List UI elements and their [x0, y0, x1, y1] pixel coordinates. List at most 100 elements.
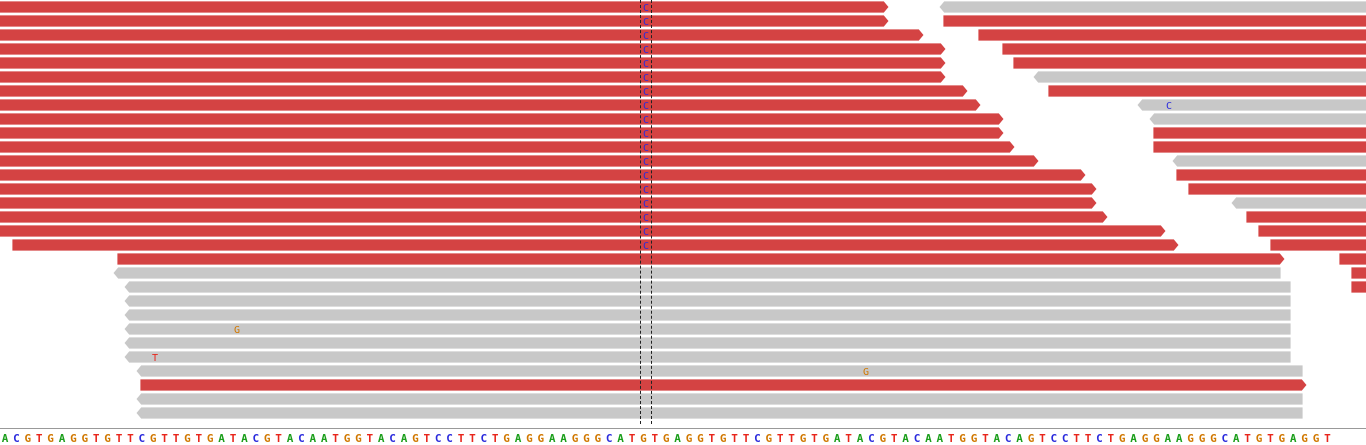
- read-forward[interactable]: [1350, 266, 1366, 280]
- reference-base: T: [469, 432, 476, 445]
- read-forward[interactable]: [1350, 280, 1366, 294]
- reference-base: T: [93, 432, 100, 445]
- read-reverse[interactable]: [123, 336, 1292, 350]
- reference-base: T: [811, 432, 818, 445]
- read-forward[interactable]: [0, 224, 1167, 238]
- reference-base: A: [834, 432, 841, 445]
- read-forward[interactable]: [139, 378, 1308, 392]
- reference-base: T: [195, 432, 202, 445]
- read-reverse[interactable]: [112, 266, 1282, 280]
- read-reverse[interactable]: [1230, 196, 1366, 210]
- read-forward[interactable]: [0, 28, 925, 42]
- read-forward[interactable]: [0, 196, 1098, 210]
- read-forward[interactable]: [1338, 252, 1366, 266]
- reference-base: G: [537, 432, 544, 445]
- reference-base: C: [1062, 432, 1069, 445]
- reference-base: T: [629, 432, 636, 445]
- read-forward[interactable]: [0, 84, 969, 98]
- reference-base: C: [13, 432, 20, 445]
- mismatch-base-g: G: [863, 367, 869, 378]
- read-forward[interactable]: [1152, 140, 1366, 154]
- read-reverse[interactable]: [123, 280, 1292, 294]
- read-forward[interactable]: [1245, 210, 1366, 224]
- read-forward[interactable]: [0, 126, 1005, 140]
- reference-base: C: [1005, 432, 1012, 445]
- read-reverse[interactable]: [1171, 154, 1366, 168]
- reference-base: G: [1256, 432, 1263, 445]
- read-forward[interactable]: [1187, 182, 1366, 196]
- read-forward[interactable]: [0, 154, 1040, 168]
- read-forward[interactable]: [0, 98, 982, 112]
- mismatch-base-c: C: [643, 185, 649, 196]
- reference-base: G: [264, 432, 271, 445]
- mismatch-base-c: C: [643, 143, 649, 154]
- reference-base: T: [492, 432, 499, 445]
- read-forward[interactable]: [0, 56, 947, 70]
- reference-base: T: [1085, 432, 1092, 445]
- read-reverse[interactable]: [938, 0, 1366, 14]
- read-forward[interactable]: [0, 112, 1005, 126]
- reference-base: G: [1278, 432, 1285, 445]
- read-reverse[interactable]: [1148, 112, 1366, 126]
- read-forward[interactable]: [0, 210, 1109, 224]
- reference-base: T: [1324, 432, 1331, 445]
- read-forward[interactable]: [1175, 168, 1366, 182]
- mismatch-base-c: C: [643, 227, 649, 238]
- read-forward[interactable]: [0, 70, 947, 84]
- reference-base: G: [344, 432, 351, 445]
- read-reverse[interactable]: [135, 364, 1304, 378]
- mismatch-base-c: C: [643, 45, 649, 56]
- reference-base: A: [287, 432, 294, 445]
- read-reverse[interactable]: [123, 350, 1292, 364]
- read-forward[interactable]: [0, 42, 947, 56]
- reference-base: G: [1153, 432, 1160, 445]
- read-reverse[interactable]: [135, 392, 1304, 406]
- reference-base: T: [891, 432, 898, 445]
- read-reverse[interactable]: [123, 294, 1292, 308]
- reference-base: C: [1221, 432, 1228, 445]
- reference-base: T: [651, 432, 658, 445]
- reference-base: T: [161, 432, 168, 445]
- reference-base: G: [503, 432, 510, 445]
- read-forward[interactable]: [1001, 42, 1366, 56]
- read-forward[interactable]: [0, 182, 1098, 196]
- read-forward[interactable]: [1152, 126, 1366, 140]
- reference-base: G: [526, 432, 533, 445]
- read-forward[interactable]: [942, 14, 1366, 28]
- reference-base: A: [378, 432, 385, 445]
- read-reverse[interactable]: [123, 322, 1292, 336]
- read-forward[interactable]: [977, 28, 1366, 42]
- reference-base: G: [594, 432, 601, 445]
- read-forward[interactable]: [1257, 224, 1366, 238]
- reference-base: G: [640, 432, 647, 445]
- read-forward[interactable]: [0, 0, 890, 14]
- read-forward[interactable]: [1269, 238, 1366, 252]
- reference-base: A: [218, 432, 225, 445]
- read-reverse[interactable]: [1032, 70, 1366, 84]
- reference-base: T: [1107, 432, 1114, 445]
- read-forward[interactable]: [0, 168, 1087, 182]
- reference-base: T: [845, 432, 852, 445]
- reference-base: T: [1039, 432, 1046, 445]
- read-forward[interactable]: [1012, 56, 1366, 70]
- read-forward[interactable]: [0, 140, 1016, 154]
- read-reverse[interactable]: [135, 406, 1304, 420]
- mismatch-base-c: C: [643, 87, 649, 98]
- read-forward[interactable]: [116, 252, 1286, 266]
- reference-base: T: [1244, 432, 1251, 445]
- reference-base: G: [81, 432, 88, 445]
- read-forward[interactable]: [1047, 84, 1366, 98]
- read-reverse[interactable]: [123, 308, 1292, 322]
- reference-base: C: [1096, 432, 1103, 445]
- read-forward[interactable]: [0, 14, 890, 28]
- reference-base: T: [332, 432, 339, 445]
- reference-base: C: [389, 432, 396, 445]
- reference-base: A: [1130, 432, 1137, 445]
- mismatch-base-c: C: [643, 31, 649, 42]
- read-forward[interactable]: [11, 238, 1180, 252]
- reference-base: T: [116, 432, 123, 445]
- reference-base: G: [583, 432, 590, 445]
- read-reverse[interactable]: [1136, 98, 1366, 112]
